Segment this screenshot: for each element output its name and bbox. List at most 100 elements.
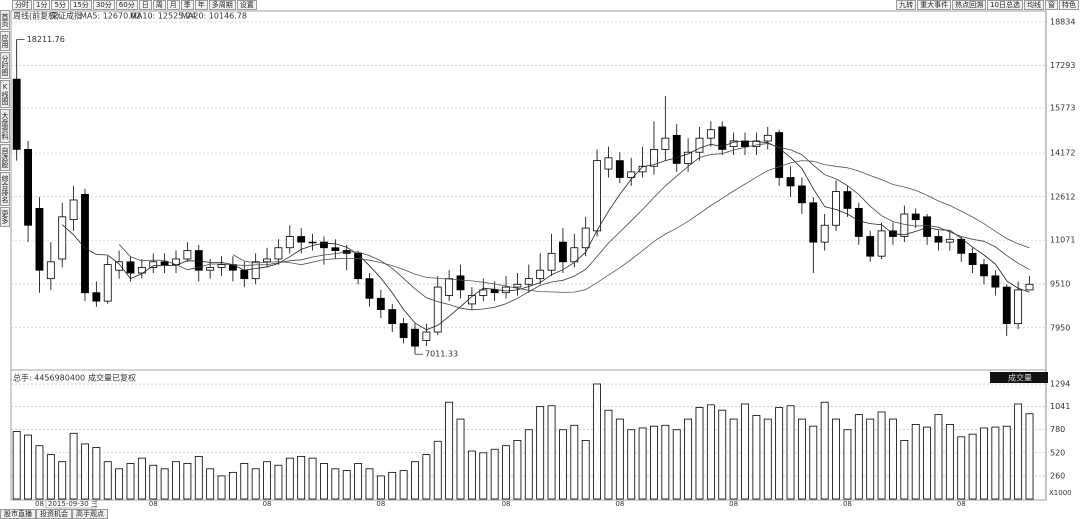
sidebar-tab[interactable]: 自选股 [0, 144, 10, 171]
period-button[interactable]: 季 [180, 0, 194, 10]
sidebar-tab[interactable]: 综合排名 [0, 172, 10, 206]
volume-bar [1014, 403, 1023, 500]
candle-body [263, 258, 271, 263]
volume-bar [69, 432, 78, 500]
candle-body [752, 140, 761, 147]
period-button[interactable]: 30分 [92, 0, 115, 10]
sidebar-tab[interactable]: 首页 [0, 10, 10, 30]
feature-button[interactable]: 重大事件 [917, 0, 952, 10]
volume-title: 总手: 4456980400 [13, 373, 85, 383]
candle-body [547, 252, 556, 271]
y-tick-label: 18834 [1050, 18, 1075, 27]
sidebar-tab[interactable]: K线图 [0, 80, 10, 108]
candle-body [604, 157, 613, 170]
volume-bar [627, 429, 636, 500]
period-button[interactable]: 1分 [33, 0, 51, 10]
period-button[interactable]: 60分 [115, 0, 138, 10]
sidebar-tab[interactable]: 应用 [0, 31, 10, 51]
candle-body [718, 126, 727, 150]
volume-bar [160, 468, 169, 500]
x-tick-label: 08 [957, 500, 966, 508]
candle-body [1002, 286, 1011, 325]
candle-body [354, 252, 363, 280]
candle-body [968, 252, 977, 265]
volume-bar [775, 407, 784, 500]
volume-bar [433, 440, 442, 500]
volume-bar [832, 418, 840, 500]
feature-button[interactable]: 热点回溯 [952, 0, 987, 10]
volume-bar [581, 439, 590, 500]
volume-bar [103, 461, 112, 500]
candle-body [388, 309, 397, 325]
candle-body [593, 160, 601, 232]
dropdown[interactable] [990, 372, 1048, 383]
volume-bar [456, 418, 465, 500]
x-tick-label: 08 [502, 500, 511, 508]
volume-bar [149, 464, 158, 500]
candle-body [650, 148, 658, 167]
candle-body [365, 278, 374, 299]
y-tick-label: 780 [1050, 425, 1065, 434]
volume-bar [445, 401, 454, 500]
sidebar-tab[interactable]: 大盘资料 [0, 109, 10, 143]
volume-bar [968, 433, 977, 500]
feature-button[interactable]: 特色 [1059, 0, 1079, 10]
period-button[interactable]: 多周期 [208, 0, 236, 10]
dropdown-label: 成交量 [1008, 373, 1032, 383]
candle-body [81, 193, 89, 294]
volume-bar [274, 464, 283, 500]
candle-body [900, 213, 909, 237]
feature-button[interactable]: 九转 [896, 0, 917, 10]
period-button[interactable]: 月 [166, 0, 180, 10]
feature-button[interactable]: 窗 [1045, 0, 1058, 10]
bottom-tab[interactable]: 高手观点 [72, 509, 108, 519]
period-button[interactable]: 日 [138, 0, 152, 10]
volume-bar [228, 471, 237, 500]
volume-bar [763, 418, 772, 500]
candle-body [115, 261, 124, 271]
x-tick-label: 08 [615, 500, 624, 508]
volume-bar [786, 405, 795, 500]
bottom-tab[interactable]: 投资机会 [36, 509, 72, 519]
volume-bar [991, 426, 1000, 500]
period-button[interactable]: 设置 [236, 0, 257, 10]
volume-bar [889, 418, 897, 500]
period-button[interactable]: 周 [152, 0, 166, 10]
ma-line [61, 140, 1030, 331]
period-button[interactable]: 15分 [69, 0, 92, 10]
low-annotation: 7011.33 [425, 350, 458, 359]
volume-bar [1002, 425, 1011, 500]
ma-legend: MA10: 12525.24 [130, 12, 196, 21]
period-button[interactable]: 5分 [51, 0, 69, 10]
candle-body [24, 148, 32, 226]
volume-bar [729, 418, 738, 500]
volume-bar [490, 448, 499, 500]
volume-bar [354, 463, 363, 500]
volume-bar [547, 405, 556, 500]
bottom-tab[interactable]: 股市直播 [0, 509, 36, 519]
volume-bar [126, 463, 135, 500]
candle-body [58, 216, 67, 260]
candle-body [991, 275, 1000, 288]
volume-bar [206, 468, 215, 500]
volume-bar [684, 418, 693, 500]
y-tick-label: 17293 [1050, 61, 1075, 70]
candle-body [456, 275, 465, 291]
period-button[interactable]: 年 [194, 0, 208, 10]
sidebar-tab[interactable]: 更多 [0, 207, 10, 227]
volume-bar [479, 452, 488, 500]
feature-button[interactable]: 10日总选 [987, 0, 1023, 10]
volume-bar [172, 461, 180, 500]
high-annotation: 18211.76 [27, 35, 65, 44]
x-tick-label: 08 [263, 500, 272, 508]
candle-body [706, 129, 715, 139]
feature-button[interactable]: 均线 [1024, 0, 1044, 10]
candle-body [923, 216, 932, 237]
sidebar-tab[interactable]: 分时图 [0, 52, 10, 79]
candle-body [786, 177, 795, 187]
volume-bar [559, 429, 567, 500]
volume-bar [342, 470, 351, 500]
x-tick-label: 08 [729, 500, 738, 508]
period-button[interactable]: 分时 [12, 0, 32, 10]
index-name: 深证成指 [50, 11, 82, 21]
